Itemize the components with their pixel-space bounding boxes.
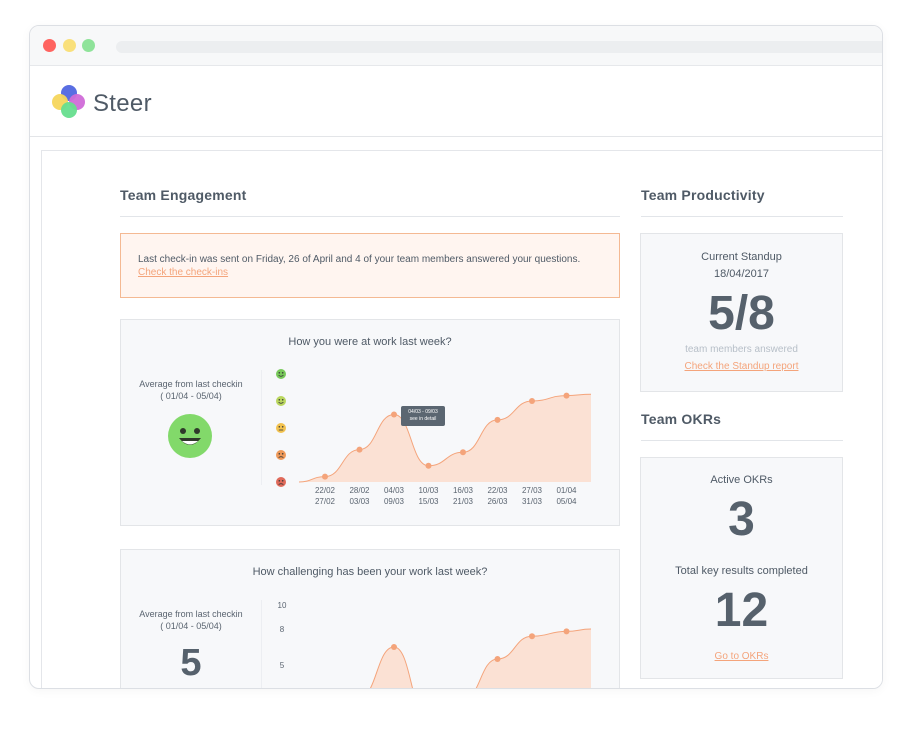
maximize-window-button[interactable] [82, 39, 95, 52]
x-tick-label: 16/03 [453, 486, 474, 495]
x-tick-label: 21/03 [453, 497, 474, 506]
challenge-area-fill [370, 629, 591, 688]
steer-logo-icon[interactable] [52, 85, 86, 119]
very-happy-face-icon [276, 369, 286, 379]
address-bar[interactable] [116, 41, 882, 53]
x-tick-label: 22/03 [487, 486, 508, 495]
challenge-chart-title: How challenging has been your work last … [252, 566, 488, 578]
x-tick-label: 05/04 [556, 497, 577, 506]
mood-point-1[interactable] [356, 446, 363, 453]
sad-face-icon [276, 450, 286, 460]
x-tick-label: 09/03 [384, 497, 405, 506]
mood-point-5[interactable] [494, 416, 501, 423]
standup-answered-count: 5/8 [708, 287, 775, 340]
challenge-point-5[interactable] [494, 656, 501, 662]
challenge-point-6[interactable] [529, 633, 535, 640]
checkin-notice: Last check-in was sent on Friday, 26 of … [120, 233, 620, 298]
check-the-checkins-link[interactable]: Check the check-ins [138, 267, 229, 278]
average-challenge-value: 5 [180, 642, 202, 684]
x-tick-label: 31/03 [522, 497, 543, 506]
challenge-point-2[interactable] [391, 644, 397, 650]
average-range: ( 01/04 - 05/04) [160, 391, 222, 401]
minimize-window-button[interactable] [63, 39, 76, 52]
tooltip-range: 04/03 - 09/03 [408, 409, 438, 415]
mood-area-fill [299, 394, 591, 482]
x-tick-label: 03/03 [349, 497, 370, 506]
mood-point-3[interactable] [425, 462, 432, 469]
mood-point-4[interactable] [460, 449, 466, 456]
active-okrs-label: Active OKRs [710, 474, 773, 486]
team-engagement-title: Team Engagement [120, 187, 247, 203]
close-window-button[interactable] [43, 39, 56, 52]
okrs-card: Active OKRs 3 Total key results complete… [640, 457, 843, 679]
mood-point-2[interactable] [391, 411, 397, 418]
check-standup-report-link[interactable]: Check the Standup report [684, 361, 799, 372]
mood-chart-card: How you were at work last week? Average … [120, 319, 620, 526]
x-tick-label: 27/02 [315, 497, 336, 506]
app-header: Steer [30, 66, 882, 137]
x-tick-label: 28/02 [349, 486, 370, 495]
mood-area-chart: 22/02 27/02 28/02 03/03 04/03 09/03 10/03 15/03… [261, 369, 591, 506]
x-tick-label: 26/03 [487, 497, 508, 506]
mood-point-6[interactable] [529, 398, 535, 404]
y-tick-label: 10 [278, 601, 287, 610]
happy-face-icon [168, 414, 212, 458]
completed-key-results-count: 12 [714, 584, 769, 637]
x-tick-label: 01/04 [556, 486, 577, 495]
active-okrs-count: 3 [728, 493, 755, 546]
standup-subtitle: team members answered [685, 344, 798, 355]
tooltip-detail-link[interactable]: see in detail [409, 416, 437, 422]
section-divider [641, 216, 843, 217]
brand-name[interactable]: Steer [93, 90, 152, 117]
chart-tooltip[interactable]: 04/03 - 09/03 see in detail [401, 406, 445, 426]
x-tick-label: 15/03 [418, 497, 439, 506]
average-label: Average from last checkin [139, 609, 243, 619]
completed-key-results-label: Total key results completed [675, 565, 808, 577]
team-productivity-title: Team Productivity [641, 187, 765, 203]
very-sad-face-icon [276, 477, 286, 487]
team-okrs-title: Team OKRs [641, 411, 722, 427]
section-divider [120, 216, 620, 217]
browser-titlebar [30, 26, 882, 66]
happy-face-icon [276, 396, 286, 406]
x-tick-label: 04/03 [384, 486, 405, 495]
mood-point-7[interactable] [563, 392, 570, 399]
standup-label: Current Standup [701, 251, 782, 263]
go-to-okrs-link[interactable]: Go to OKRs [714, 651, 769, 662]
x-tick-label: 10/03 [418, 486, 439, 495]
neutral-face-icon [276, 423, 286, 433]
challenge-line [369, 628, 591, 688]
average-label: Average from last checkin [139, 379, 243, 389]
dashboard-content: Team Engagement Last check-in was sent o… [41, 150, 882, 688]
mood-point-0[interactable] [322, 473, 328, 480]
browser-window: Steer Team Engagement Last check-in was … [29, 25, 883, 689]
mood-chart-title: How you were at work last week? [288, 336, 452, 348]
checkin-notice-text: Last check-in was sent on Friday, 26 of … [138, 254, 581, 265]
mood-line [298, 393, 591, 483]
x-tick-label: 27/03 [522, 486, 543, 495]
x-tick-label: 22/02 [315, 486, 336, 495]
challenge-chart-card: How challenging has been your work last … [120, 549, 620, 688]
standup-date: 18/04/2017 [713, 268, 770, 280]
section-divider [641, 440, 843, 441]
y-tick-label: 5 [280, 661, 285, 670]
average-range: ( 01/04 - 05/04) [160, 621, 222, 631]
standup-card: Current Standup 18/04/2017 5/8 team memb… [640, 233, 843, 392]
challenge-point-7[interactable] [563, 628, 570, 635]
y-tick-label: 8 [280, 625, 285, 634]
